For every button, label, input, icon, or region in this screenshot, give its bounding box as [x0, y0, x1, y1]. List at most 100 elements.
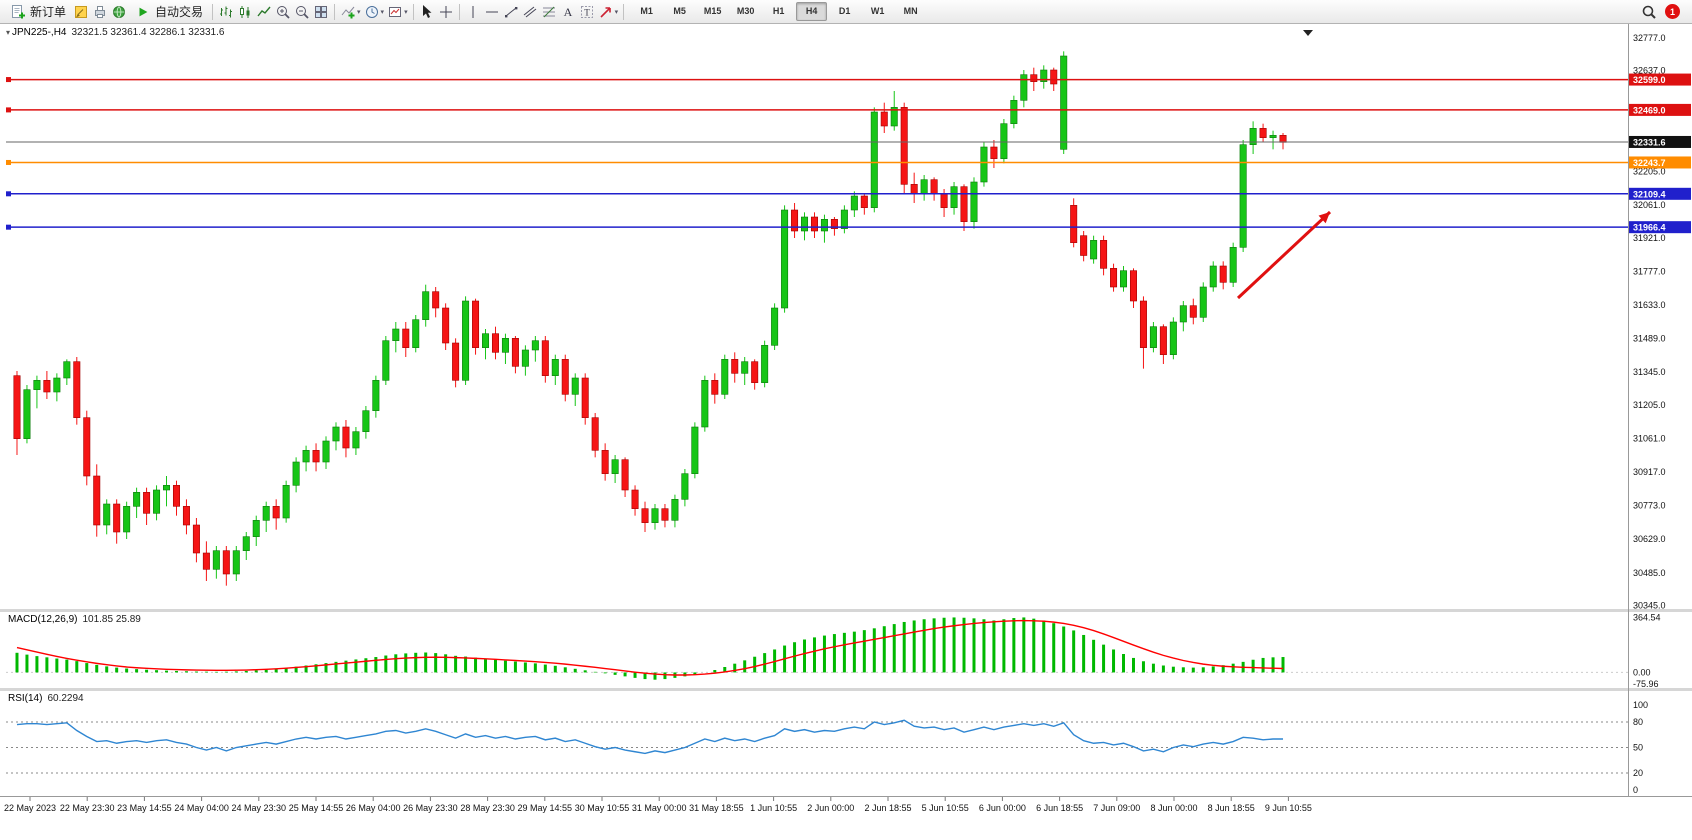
timeframe-button-m5[interactable]: M5 — [673, 6, 686, 16]
bar-chart-icon[interactable] — [217, 3, 235, 21]
arrows-icon[interactable] — [597, 3, 615, 21]
metaeditor-icon[interactable] — [72, 3, 90, 21]
community-icon[interactable] — [110, 3, 128, 21]
symbol-period-label: JPN225-,H4 — [12, 27, 67, 38]
candle-body — [601, 450, 609, 474]
line-anchor-handle[interactable] — [6, 191, 11, 197]
timeframe-button-m1[interactable]: M1 — [640, 6, 653, 16]
svg-text:T: T — [584, 7, 590, 17]
candle-body — [93, 475, 101, 526]
timeframe-button-d1[interactable]: D1 — [838, 6, 851, 16]
text-label-icon[interactable]: T — [578, 3, 596, 21]
macd-signal-line — [16, 619, 1284, 676]
templates-dropdown-caret-icon[interactable]: ▾ — [404, 8, 408, 16]
channel-icon[interactable] — [521, 3, 539, 21]
candle-body — [1120, 270, 1128, 288]
candle-body — [521, 349, 529, 367]
line-anchor-handle[interactable] — [6, 107, 11, 113]
price-axis-label: 31921.0 — [1633, 233, 1666, 243]
candle-body — [322, 440, 330, 463]
candle-body — [402, 328, 410, 348]
line-chart-icon[interactable] — [255, 3, 273, 21]
line-anchor-handle[interactable] — [6, 224, 11, 230]
time-axis-label: 2 Jun 18:55 — [864, 803, 911, 813]
chart-area[interactable]: 32777.0 32637.0 32205.0 32061.0 31921.0 31777… — [0, 24, 1692, 840]
notification-badge[interactable]: 1 — [1665, 4, 1680, 19]
candle-body — [711, 380, 719, 395]
time-axis-label: 24 May 23:30 — [232, 803, 287, 813]
price-tag — [1629, 187, 1691, 200]
candle-body — [1110, 268, 1118, 288]
candle-body — [681, 473, 689, 500]
trend-arrow[interactable] — [1236, 210, 1332, 300]
one-click-caret-icon[interactable]: ▾ — [6, 28, 11, 37]
cursor-icon[interactable] — [418, 3, 436, 21]
tile-windows-icon[interactable] — [312, 3, 330, 21]
zoom-in-icon[interactable] — [274, 3, 292, 21]
timeframe-button-h1[interactable]: H1 — [772, 6, 785, 16]
candle-body — [880, 111, 888, 127]
indicators-dropdown-caret-icon[interactable]: ▾ — [357, 8, 361, 16]
arrows-dropdown-caret-icon[interactable]: ▾ — [614, 8, 619, 16]
time-axis-label: 6 Jun 18:55 — [1036, 803, 1083, 813]
timeframe-button-mn[interactable]: MN — [903, 6, 918, 16]
price-axis-label: 31633.0 — [1633, 300, 1666, 310]
time-axis-label: 31 May 00:00 — [632, 803, 687, 813]
new-order-icon — [9, 3, 27, 21]
candle-body — [412, 319, 420, 348]
panel-separator[interactable] — [0, 609, 1692, 612]
rsi-axis-label: 100 — [1633, 700, 1648, 710]
vertical-line-icon[interactable] — [464, 3, 482, 21]
price-axis-label: 30485.0 — [1633, 568, 1666, 578]
timeframe-button-h4[interactable]: H4 — [796, 2, 828, 21]
candle-body — [1179, 305, 1187, 323]
trendline-icon[interactable] — [502, 3, 520, 21]
timeframe-button-m30[interactable]: M30 — [736, 6, 755, 16]
auto-trading-button[interactable]: 自动交易 — [129, 0, 208, 24]
timeframe-button-w1[interactable]: W1 — [870, 6, 885, 16]
chart-shift-marker-icon[interactable] — [1303, 30, 1313, 36]
candle-body — [501, 338, 509, 353]
candle-body — [541, 340, 549, 376]
new-order-button[interactable]: 新订单 — [4, 0, 71, 24]
macd-layer — [15, 617, 1285, 680]
search-icon[interactable] — [1640, 3, 1658, 21]
trend-arrow-head[interactable] — [1318, 212, 1330, 224]
fibonacci-icon[interactable] — [540, 3, 558, 21]
text-icon[interactable]: A — [559, 3, 577, 21]
price-tag-label: 31966.4 — [1633, 223, 1666, 233]
candle-body — [232, 550, 240, 575]
print-icon[interactable] — [91, 3, 109, 21]
candle-body — [1149, 326, 1157, 348]
crosshair-icon[interactable] — [437, 3, 455, 21]
timeframe-group: M1 M5 M15 M30 H1 H4 D1 W1 MN — [630, 2, 927, 21]
templates-icon[interactable] — [386, 3, 404, 21]
candlestick-chart-icon[interactable] — [236, 3, 254, 21]
candle-body — [1249, 128, 1257, 145]
candle-body — [970, 181, 978, 222]
periods-icon[interactable] — [363, 3, 381, 21]
chart-canvas[interactable]: 32777.0 32637.0 32205.0 32061.0 31921.0 31777… — [0, 24, 1692, 840]
candle-body — [192, 524, 200, 554]
periods-dropdown-caret-icon[interactable]: ▾ — [380, 8, 385, 16]
time-axis-label: 23 May 14:55 — [117, 803, 172, 813]
line-anchor-handle[interactable] — [6, 77, 11, 83]
candle-body — [202, 552, 210, 570]
indicators-icon[interactable] — [339, 3, 357, 21]
horizontal-line-icon[interactable] — [483, 3, 501, 21]
svg-text:A: A — [563, 5, 572, 19]
candle-body — [73, 361, 81, 418]
time-axis-label: 8 Jun 18:55 — [1208, 803, 1255, 813]
line-anchor-handle[interactable] — [6, 159, 11, 165]
candle-body — [1090, 240, 1098, 260]
price-axis-label: 31061.0 — [1633, 433, 1666, 443]
candle-body — [1030, 74, 1038, 82]
timeframe-button-m15[interactable]: M15 — [703, 6, 722, 16]
panel-separator[interactable] — [0, 688, 1692, 691]
macd-header: MACD(12,26,9) 101.85 25.89 — [8, 614, 141, 625]
candle-body — [571, 377, 579, 395]
candle-body — [1279, 135, 1287, 143]
candle-body — [83, 417, 91, 477]
time-axis-label: 5 Jun 10:55 — [922, 803, 969, 813]
zoom-out-icon[interactable] — [293, 3, 311, 21]
